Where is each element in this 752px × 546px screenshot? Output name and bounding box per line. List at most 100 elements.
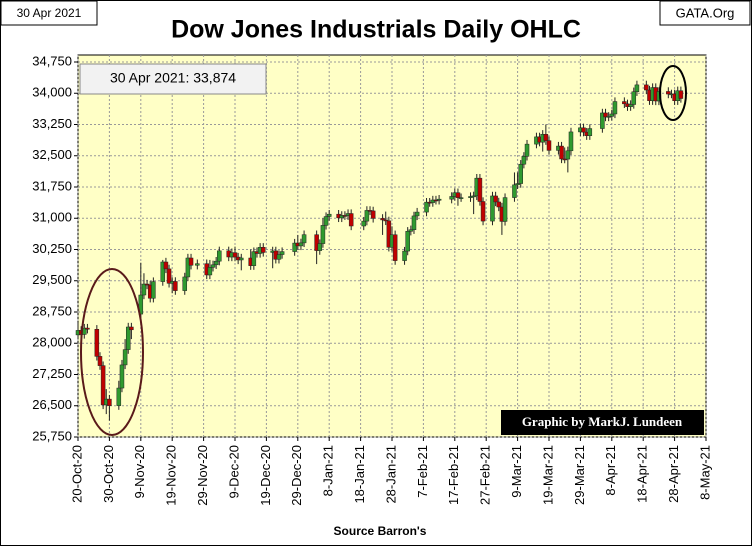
y-tick-label: 31,000 xyxy=(32,210,72,225)
candle-body xyxy=(559,145,564,160)
candle-body xyxy=(213,260,219,266)
candle-body xyxy=(392,234,398,261)
credit: Graphic by MarkJ. Lundeen xyxy=(522,414,683,429)
candle-body xyxy=(606,116,611,118)
candle-body xyxy=(144,283,150,286)
candle-body xyxy=(543,134,549,141)
candle-body xyxy=(207,267,213,276)
corner-right: GATA.Org xyxy=(676,5,735,20)
candle-body xyxy=(430,199,436,203)
x-tick-label: 30-Oct-20 xyxy=(101,445,116,503)
candle-body xyxy=(524,143,530,157)
candle-body xyxy=(292,242,297,252)
candle-body xyxy=(185,257,191,278)
x-tick-label: 8-Apr-21 xyxy=(603,445,618,496)
candle-body xyxy=(182,276,188,291)
x-tick-label: 18-Jan-21 xyxy=(352,445,367,504)
candle-body xyxy=(320,225,326,244)
candle-body xyxy=(612,101,618,115)
candle-body xyxy=(480,201,486,222)
candle-body xyxy=(512,184,517,198)
x-tick-label: 28-Apr-21 xyxy=(666,445,681,503)
candle-body xyxy=(493,195,498,203)
x-tick-label: 19-Mar-21 xyxy=(540,445,555,505)
candle-body xyxy=(521,156,527,165)
candle-body xyxy=(97,356,103,366)
candle-body xyxy=(125,326,131,350)
candle-body xyxy=(119,364,125,389)
candle-body xyxy=(141,283,147,296)
x-tick-label: 19-Dec-20 xyxy=(258,445,273,506)
corner-box xyxy=(659,0,751,26)
candle-body xyxy=(279,251,285,255)
x-tick-label: 9-Dec-20 xyxy=(226,445,241,498)
candle-body xyxy=(490,195,495,222)
candle-body xyxy=(565,150,571,160)
y-tick-label: 34,000 xyxy=(32,85,72,100)
y-tick-label: 25,750 xyxy=(32,428,72,443)
candle-body xyxy=(364,210,370,222)
candle-body xyxy=(317,243,323,251)
candle-body xyxy=(301,234,307,244)
x-axis-label: Source Barron's xyxy=(334,524,427,538)
x-tick-label: 29-Nov-20 xyxy=(195,445,210,506)
candle-body xyxy=(562,158,567,161)
candle-body xyxy=(107,398,112,406)
candle-body xyxy=(424,201,429,213)
y-tick-label: 27,250 xyxy=(32,366,72,381)
candle-body xyxy=(458,197,464,199)
candle-body xyxy=(546,140,552,151)
candle-body xyxy=(370,210,376,219)
candle-body xyxy=(386,220,392,248)
y-tick-label: 33,250 xyxy=(32,116,72,131)
x-tick-label: 19-Nov-20 xyxy=(164,445,179,506)
candle-body xyxy=(518,163,523,184)
corner-box xyxy=(0,0,98,26)
candle-body xyxy=(232,252,238,258)
candle-body xyxy=(471,195,476,198)
candle-body xyxy=(405,231,410,252)
y-tick-label: 29,500 xyxy=(32,272,72,287)
candle-body xyxy=(402,250,407,261)
marks: 25,750 26,500 27,250 28,000 28,750 29,500 30,2… xyxy=(32,53,712,505)
y-tick-label: 28,750 xyxy=(32,303,72,318)
x-tick-label: 17-Feb-21 xyxy=(446,445,461,505)
candle-body xyxy=(455,192,461,198)
candle-body xyxy=(600,112,605,129)
candle-body xyxy=(628,104,633,107)
candle-body xyxy=(195,263,200,266)
candle-body xyxy=(678,90,684,99)
candle-body xyxy=(138,294,144,315)
candle-body xyxy=(587,128,593,136)
candle-body xyxy=(116,387,122,406)
candle-body xyxy=(449,196,454,200)
candle-body xyxy=(414,211,420,217)
highlight-ellipse xyxy=(80,268,144,436)
candle-body xyxy=(383,219,388,222)
x-tick-label: 18-Apr-21 xyxy=(635,445,650,503)
last-label-box xyxy=(79,63,267,95)
x-tick-label: 28-Jan-21 xyxy=(383,445,398,504)
candle-body xyxy=(85,327,90,330)
x-tick-label: 20-Oct-20 xyxy=(69,445,84,503)
candle-body xyxy=(408,229,414,232)
y-tick-label: 28,000 xyxy=(32,335,72,350)
candle-body xyxy=(634,84,640,92)
x-tick-label: 29-Mar-21 xyxy=(572,445,587,505)
candle-body xyxy=(502,197,508,222)
candle-body xyxy=(323,216,329,226)
candle-body xyxy=(436,198,442,201)
candle-body xyxy=(568,131,574,152)
candle-body xyxy=(631,91,637,105)
candle-body xyxy=(188,257,194,266)
candle-body xyxy=(129,326,134,331)
y-tick-label: 34,750 xyxy=(32,53,72,68)
candle-body xyxy=(94,329,100,357)
x-tick-label: 29-Dec-20 xyxy=(289,445,304,506)
candle-body xyxy=(160,261,166,282)
chart-title: Dow Jones Industrials Daily OHLC xyxy=(171,16,581,44)
candle-body xyxy=(166,268,172,284)
candle-body xyxy=(298,242,304,247)
y-tick-label: 30,250 xyxy=(32,241,72,256)
x-tick-label: 9-Nov-20 xyxy=(132,445,147,498)
